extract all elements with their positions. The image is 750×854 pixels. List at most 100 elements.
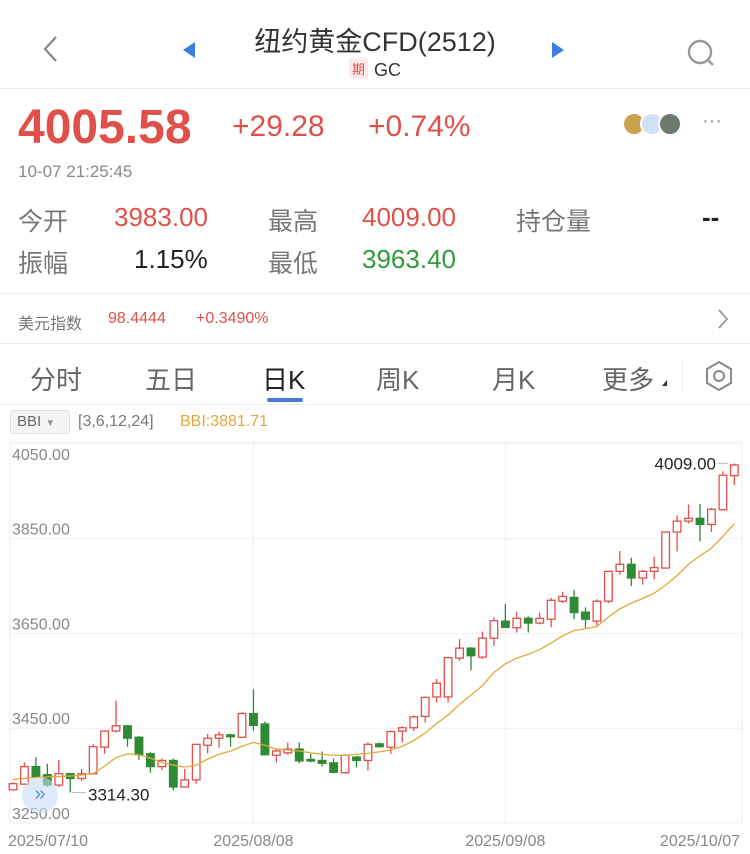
candle-body	[672, 520, 682, 533]
tab-monthly-k[interactable]: 月K	[492, 365, 536, 395]
candle-body	[615, 563, 625, 573]
x-tick-label: 2025/09/08	[465, 833, 545, 850]
tab-weekly-k[interactable]: 周K	[376, 365, 420, 395]
plot-frame	[9, 441, 743, 824]
candle-body	[512, 617, 522, 629]
candle-body	[523, 617, 533, 624]
candle-body	[638, 570, 648, 579]
candle-body	[684, 517, 693, 522]
candle-body	[168, 759, 178, 788]
candle-body	[603, 570, 613, 602]
tab-more[interactable]: 更多	[602, 365, 655, 395]
candle-body	[432, 682, 442, 698]
candle-body	[558, 595, 568, 602]
candle-body	[477, 637, 487, 658]
price-change-pct: +0.74%	[368, 110, 471, 143]
divider	[0, 88, 750, 89]
candle-body	[466, 647, 476, 657]
candle-body	[729, 464, 739, 477]
candle-body	[145, 753, 155, 768]
candle-body	[294, 748, 304, 762]
candlestick-chart[interactable]: 4050.00 3850.00 3650.00 3450.00 3250.00 2025/…	[0, 440, 750, 854]
prev-contract-button[interactable]	[183, 42, 195, 58]
dropdown-icon	[662, 380, 667, 386]
candle-body	[100, 730, 110, 748]
candle-body	[8, 783, 18, 791]
search-button[interactable]	[686, 38, 716, 73]
last-price: 4005.58	[18, 101, 192, 154]
candle-body	[695, 517, 705, 526]
candle-body	[535, 617, 545, 624]
tab-intraday[interactable]: 分时	[30, 365, 83, 395]
candle-body	[237, 712, 247, 738]
usd-index-row[interactable]: 美元指数 98.4444 +0.3490%	[0, 296, 750, 342]
tab-five-day[interactable]: 五日	[145, 365, 198, 395]
usd-index-change: +0.3490%	[196, 310, 269, 327]
stat-label: 今开	[18, 208, 69, 236]
candle-body	[31, 765, 41, 778]
candle-body	[443, 656, 453, 698]
candle-body	[306, 758, 316, 762]
scroll-left-button[interactable]: »	[22, 777, 58, 813]
price-change: +29.28	[232, 110, 325, 143]
y-tick-label: 3450.00	[12, 711, 70, 728]
stat-label: 最低	[268, 250, 319, 278]
candle-body	[420, 696, 430, 718]
x-tick-label: 2025/07/10	[8, 833, 88, 850]
candle-body	[134, 736, 144, 756]
usd-index-label: 美元指数	[18, 316, 83, 333]
dropdown-icon: ▼	[45, 418, 56, 429]
community-avatars[interactable]	[622, 112, 682, 136]
candle-body	[248, 712, 258, 727]
candle-body	[546, 599, 556, 620]
high-value: 4009.00	[362, 202, 456, 232]
page-title: 纽约黄金CFD(2512)	[254, 27, 496, 57]
stat-label: 持仓量	[516, 208, 592, 236]
chevron-left-icon	[43, 36, 57, 62]
candle-body	[340, 754, 350, 774]
candle-body	[707, 508, 716, 526]
candle-body	[214, 734, 224, 739]
max-price-label: 4009.00	[655, 454, 716, 473]
indicator-select[interactable]: BBI ▼	[10, 410, 70, 434]
x-tick-label: 2025/10/07	[660, 833, 740, 850]
indicator-params: [3,6,12,24]	[78, 413, 154, 430]
candle-body	[581, 611, 590, 620]
candle-body	[626, 563, 636, 579]
futures-badge: 期	[348, 58, 368, 79]
candle-body	[397, 727, 407, 732]
candle-body	[271, 750, 281, 756]
divider	[682, 358, 683, 394]
divider	[0, 404, 750, 405]
candle-body	[203, 737, 213, 746]
bbi-line	[12, 523, 735, 781]
chevron-right-icon	[718, 309, 729, 329]
candle-body	[592, 600, 602, 622]
next-contract-button[interactable]	[552, 42, 564, 58]
usd-index-value: 98.4444	[108, 310, 166, 327]
candle-body	[352, 756, 361, 762]
divider	[0, 343, 750, 344]
candle-body	[374, 743, 384, 748]
search-icon	[687, 39, 714, 66]
active-tab-indicator	[267, 398, 303, 402]
open-value: 3983.00	[114, 202, 208, 232]
candle-body	[226, 734, 235, 738]
tab-daily-k[interactable]: 日K	[262, 365, 306, 395]
candle-body	[191, 743, 201, 781]
candle-body	[489, 620, 499, 639]
back-button[interactable]	[38, 34, 62, 64]
settings-icon[interactable]	[704, 360, 734, 392]
y-tick-label: 3250.00	[12, 806, 70, 823]
stat-label: 振幅	[18, 250, 69, 278]
x-tick-label: 2025/08/08	[213, 833, 293, 850]
candle-body	[409, 716, 419, 729]
candle-body	[649, 566, 659, 573]
candle-body	[718, 474, 728, 511]
avatar	[658, 112, 682, 136]
more-icon[interactable]: ···	[702, 110, 722, 132]
amplitude-value: 1.15%	[134, 244, 208, 274]
indicator-name: BBI	[17, 413, 42, 430]
candle-body	[111, 725, 121, 732]
candle-body	[661, 531, 671, 569]
